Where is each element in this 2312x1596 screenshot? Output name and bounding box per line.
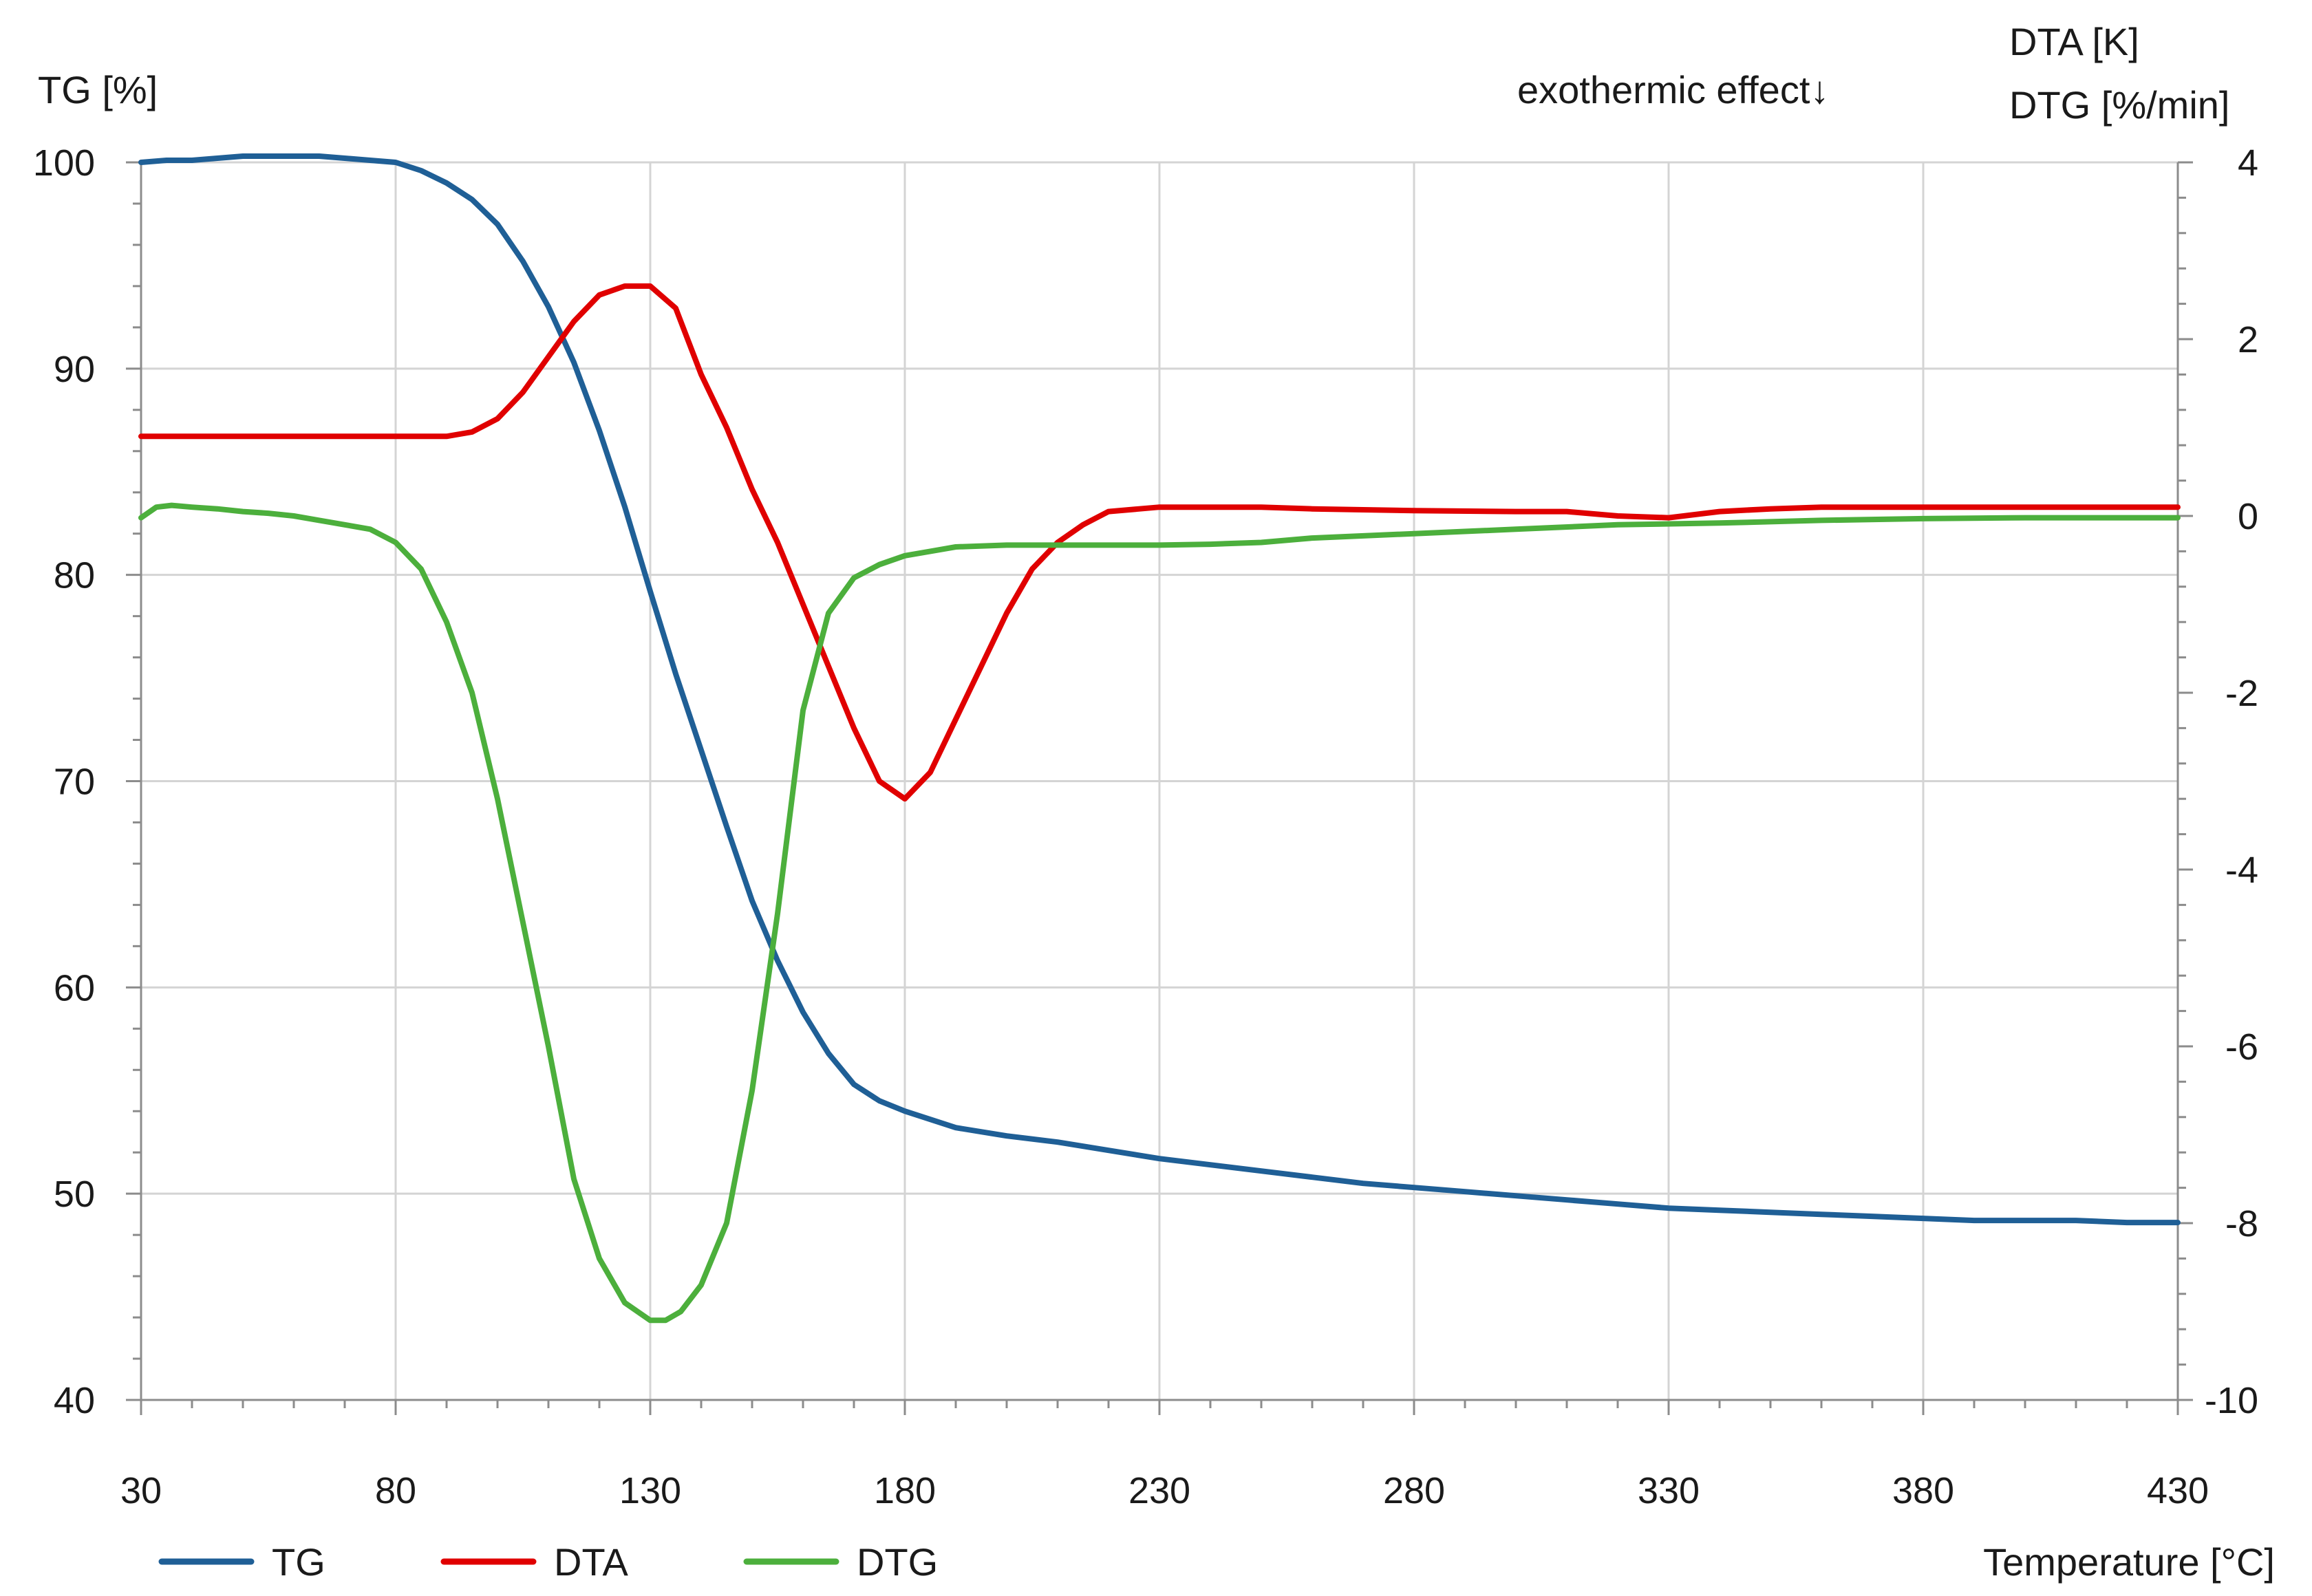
legend-label-tg: TG	[272, 1540, 325, 1584]
right-tick-label--2: -2	[2225, 673, 2258, 714]
legend-label-dta: DTA	[554, 1540, 628, 1584]
x-tick-label-130: 130	[619, 1470, 681, 1511]
legend-label-dtg: DTG	[857, 1540, 938, 1584]
left-tick-label-80: 80	[54, 555, 95, 596]
series-layer	[138, 153, 2181, 1324]
x-tick-label-380: 380	[1892, 1470, 1954, 1511]
x-axis-title: Temperature [°C]	[1983, 1540, 2275, 1584]
right-tick-label--10: -10	[2205, 1380, 2258, 1421]
x-tick-label-30: 30	[120, 1470, 162, 1511]
x-tick-label-330: 330	[1638, 1470, 1700, 1511]
right-tick-label-2: 2	[2238, 319, 2258, 360]
left-tick-label-50: 50	[54, 1174, 95, 1215]
label-layer: TG [%] DTA [K] DTG [%/min] exothermic ef…	[38, 20, 2275, 1584]
right-tick-label-0: 0	[2238, 496, 2258, 537]
series-line-dtg	[138, 502, 2181, 1324]
left-tick-label-90: 90	[54, 349, 95, 390]
series-line-tg	[138, 153, 2181, 1226]
left-tick-label-60: 60	[54, 967, 95, 1009]
exothermic-annotation: exothermic effect↓	[1517, 68, 1829, 111]
left-tick-label-100: 100	[33, 142, 95, 184]
series-line-dta	[138, 283, 2181, 802]
right-tick-label-4: 4	[2238, 142, 2258, 184]
x-tick-label-80: 80	[375, 1470, 416, 1511]
left-tick-label-40: 40	[54, 1380, 95, 1421]
right-tick-label--8: -8	[2225, 1203, 2258, 1244]
left-axis-title: TG [%]	[38, 68, 158, 111]
x-tick-label-230: 230	[1128, 1470, 1190, 1511]
legend: TG DTA DTG	[158, 1540, 938, 1584]
right-tick-label--6: -6	[2225, 1026, 2258, 1068]
right-axis-title-line-2: DTG [%/min]	[2009, 83, 2229, 127]
x-tick-label-430: 430	[2147, 1470, 2209, 1511]
right-tick-label--4: -4	[2225, 850, 2258, 891]
right-axis-title-line-1: DTA [K]	[2009, 20, 2139, 63]
x-tick-label-280: 280	[1383, 1470, 1445, 1511]
axis-layer: 30 80 130 180 230 280 330 380 430405060708090100…	[33, 142, 2258, 1511]
x-tick-label-180: 180	[874, 1470, 936, 1511]
left-tick-label-70: 70	[54, 762, 95, 803]
